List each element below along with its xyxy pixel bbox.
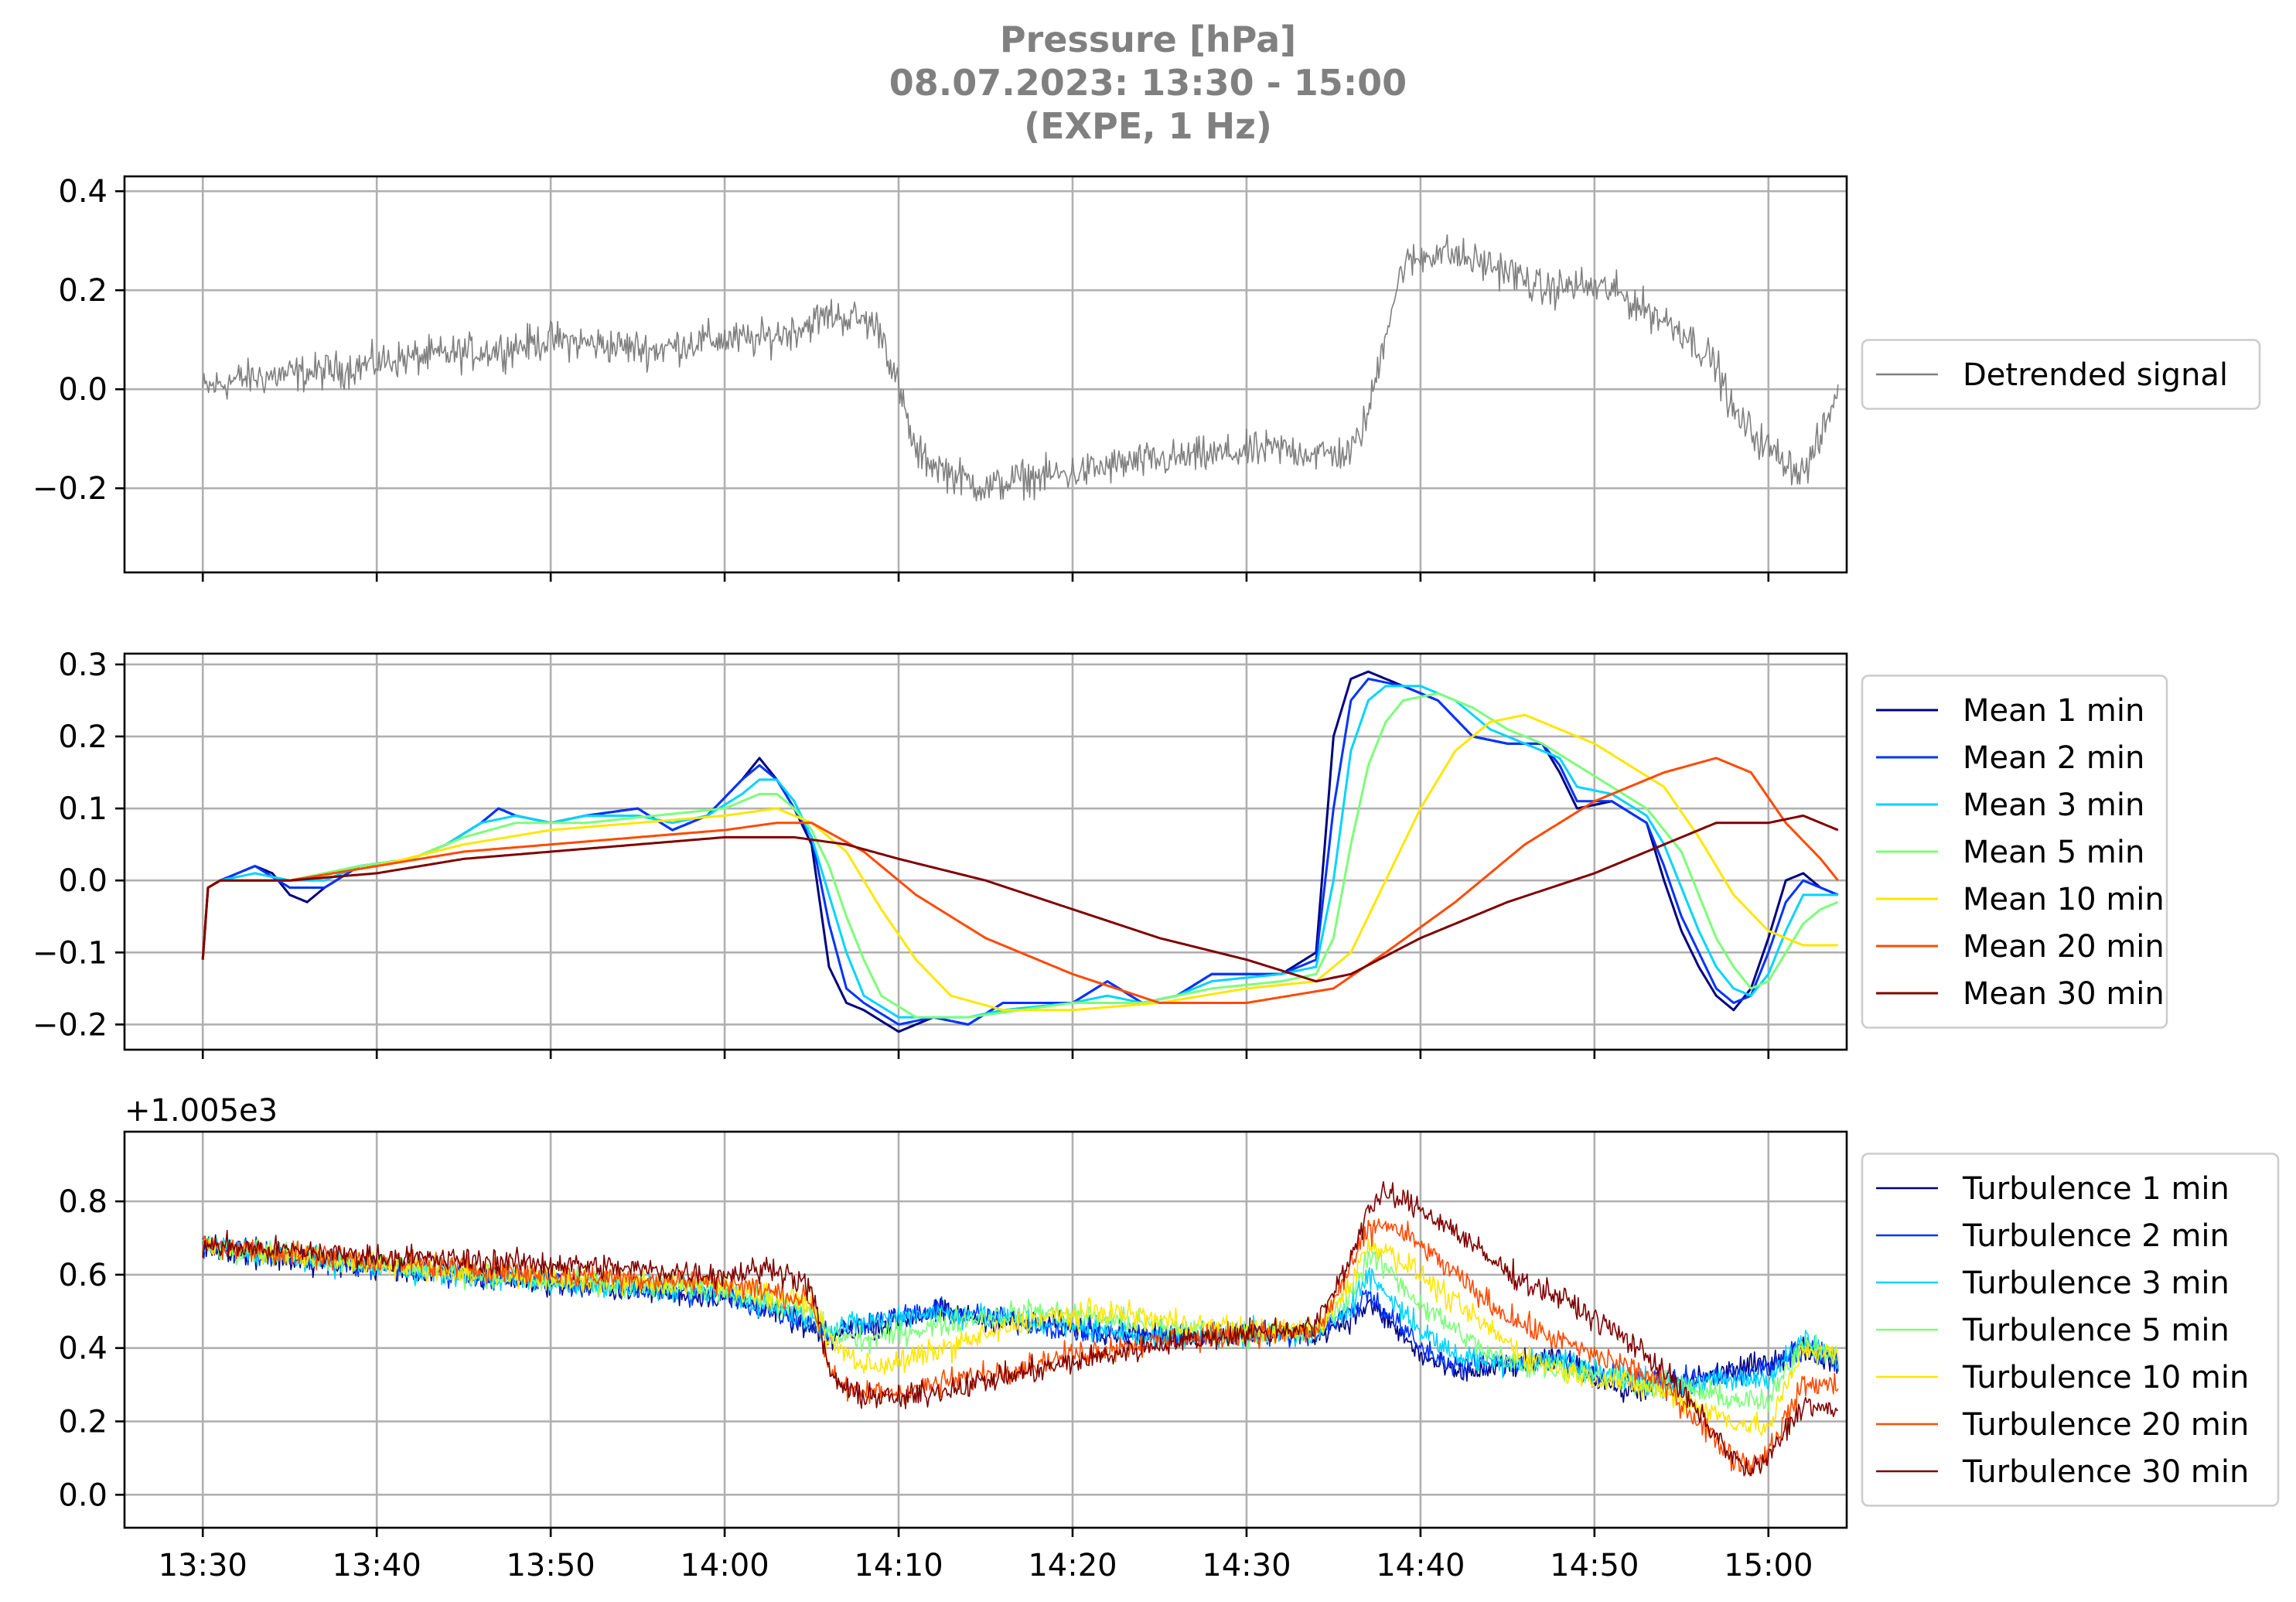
series-line xyxy=(201,713,1838,1012)
x-tick-label: 14:10 xyxy=(854,1548,943,1583)
y-tick-label: 0.2 xyxy=(58,1405,107,1440)
legend-label: Turbulence 1 min xyxy=(1962,1171,2229,1207)
axes-frame xyxy=(123,175,1848,574)
y-tick-label: 0.2 xyxy=(58,273,107,309)
panel-detrended: 0.4 0.2 0.0 −0.2 Detrended signal xyxy=(32,174,2261,582)
legend-label: Turbulence 5 min xyxy=(1962,1313,2229,1348)
y-tick-label: −0.2 xyxy=(32,471,107,507)
legend-label: Turbulence 20 min xyxy=(1962,1407,2249,1443)
legend-label: Turbulence 30 min xyxy=(1962,1454,2249,1490)
y-tick-label: 0.3 xyxy=(58,647,107,683)
y-tick-label: 0.4 xyxy=(58,174,107,210)
legend-frame xyxy=(1861,1153,2280,1507)
chart-title-line2: 08.07.2023: 13:30 - 15:00 xyxy=(889,62,1407,104)
x-tick-label: 13:30 xyxy=(159,1548,247,1583)
y-tick-label: 0.2 xyxy=(58,719,107,755)
legend: Detrended signal xyxy=(1861,339,2261,410)
legend-frame xyxy=(1861,339,2261,410)
legend-label: Mean 2 min xyxy=(1963,740,2144,776)
legend-label: Mean 20 min xyxy=(1963,929,2165,965)
y-offset-label: +1.005e3 xyxy=(125,1093,278,1129)
legend-label: Mean 1 min xyxy=(1963,693,2144,729)
x-tick-label: 14:30 xyxy=(1202,1548,1291,1583)
series-line xyxy=(201,670,1839,1033)
axes-frame xyxy=(123,1130,1848,1529)
series-line xyxy=(201,678,1839,1026)
series-line xyxy=(201,757,1839,1004)
x-tick-label: 13:40 xyxy=(333,1548,421,1583)
legend-label: Turbulence 3 min xyxy=(1962,1266,2229,1301)
series-line xyxy=(201,815,1839,983)
legend-frame xyxy=(1861,675,2168,1029)
y-tick-label: 0.8 xyxy=(58,1184,107,1220)
legend: Turbulence 1 min Turbulence 2 min Turbulen… xyxy=(1861,1153,2280,1507)
y-tick-label: 0.4 xyxy=(58,1331,107,1367)
series-line xyxy=(201,685,1838,1019)
x-tick-label: 14:40 xyxy=(1376,1548,1465,1583)
legend-label: Detrended signal xyxy=(1963,357,2228,393)
x-tick-label: 15:00 xyxy=(1724,1548,1813,1583)
legend-label: Turbulence 10 min xyxy=(1962,1360,2249,1395)
series-line xyxy=(202,234,1839,502)
x-tick-label: 14:50 xyxy=(1550,1548,1639,1583)
legend-label: Turbulence 2 min xyxy=(1962,1218,2229,1254)
axes-frame xyxy=(123,652,1848,1051)
x-tick-label: 13:50 xyxy=(506,1548,595,1583)
legend: Mean 1 min Mean 2 min Mean 3 min Mean 5 min… xyxy=(1861,675,2168,1029)
y-tick-label: 0.1 xyxy=(58,791,107,827)
series-line xyxy=(202,1180,1839,1477)
legend-label: Mean 10 min xyxy=(1963,882,2165,917)
x-tick-label: 14:20 xyxy=(1028,1548,1117,1583)
y-tick-label: 0.0 xyxy=(58,1477,107,1513)
y-tick-label: −0.2 xyxy=(32,1007,107,1043)
panel-running-mean: 0.3 0.2 0.1 0.0 −0.1 −0.2 Mean 1 min Mean 2 min… xyxy=(32,647,2168,1059)
y-tick-label: 0.6 xyxy=(58,1258,107,1293)
y-tick-label: 0.0 xyxy=(58,372,107,408)
legend-label: Mean 30 min xyxy=(1963,976,2165,1012)
series-line xyxy=(202,1232,1839,1436)
legend-label: Mean 3 min xyxy=(1963,787,2144,823)
y-tick-label: 0.0 xyxy=(58,863,107,899)
chart-title-line3: (EXPE, 1 Hz) xyxy=(1024,105,1272,147)
y-tick-label: −0.1 xyxy=(32,935,107,971)
x-tick-label: 14:00 xyxy=(680,1548,769,1583)
chart-title-line1: Pressure [hPa] xyxy=(999,19,1297,60)
legend-label: Mean 5 min xyxy=(1963,835,2144,870)
panel-turbulence: 13:30 13:40 13:50 14:00 14:10 14:20 14:30 14:40… xyxy=(58,1093,2280,1583)
